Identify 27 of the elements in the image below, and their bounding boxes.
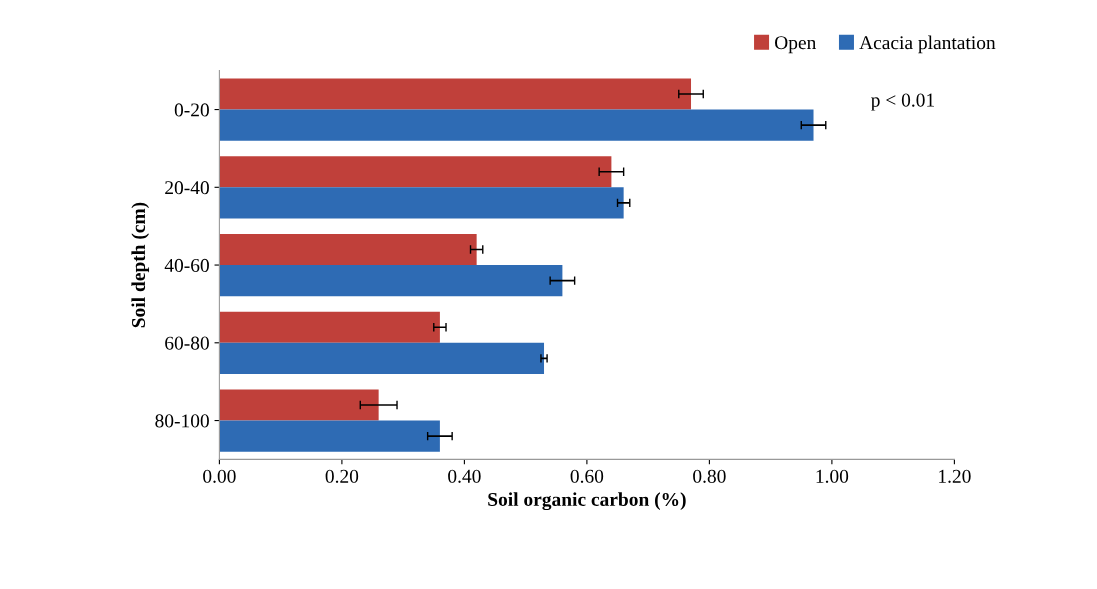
bar [219,420,440,452]
bar [219,265,563,297]
y-tick-label: 20-40 [165,181,209,195]
bar [219,233,477,266]
x-axis-title: Soil organic carbon (%) [488,492,686,511]
x-tick-label: 0.80 [693,469,726,483]
bar [219,78,692,110]
y-tick-label: 0-20 [174,103,209,117]
bar [219,156,612,188]
x-tick-label: 0.60 [570,469,604,483]
x-tick-label: 0.00 [203,469,236,483]
bar [219,109,814,141]
x-tick-label: 1.20 [939,469,971,483]
legend-label: Open [775,36,817,54]
bar [219,311,440,343]
bar [219,389,379,421]
x-tick-label: 0.40 [448,469,481,483]
annotation: p < 0.01 [871,93,934,111]
y-axis-title: Soil depth (cm) [131,202,150,328]
y-tick-label: 40-60 [164,258,209,272]
x-tick-label: 0.20 [325,469,359,483]
legend-label: Acacia plantation [859,35,996,54]
y-tick-label: 60-80 [165,336,209,350]
x-tick-label: 1.00 [816,469,849,483]
bar [219,187,624,219]
y-tick-label: 80-100 [155,414,209,428]
bar [219,342,545,374]
